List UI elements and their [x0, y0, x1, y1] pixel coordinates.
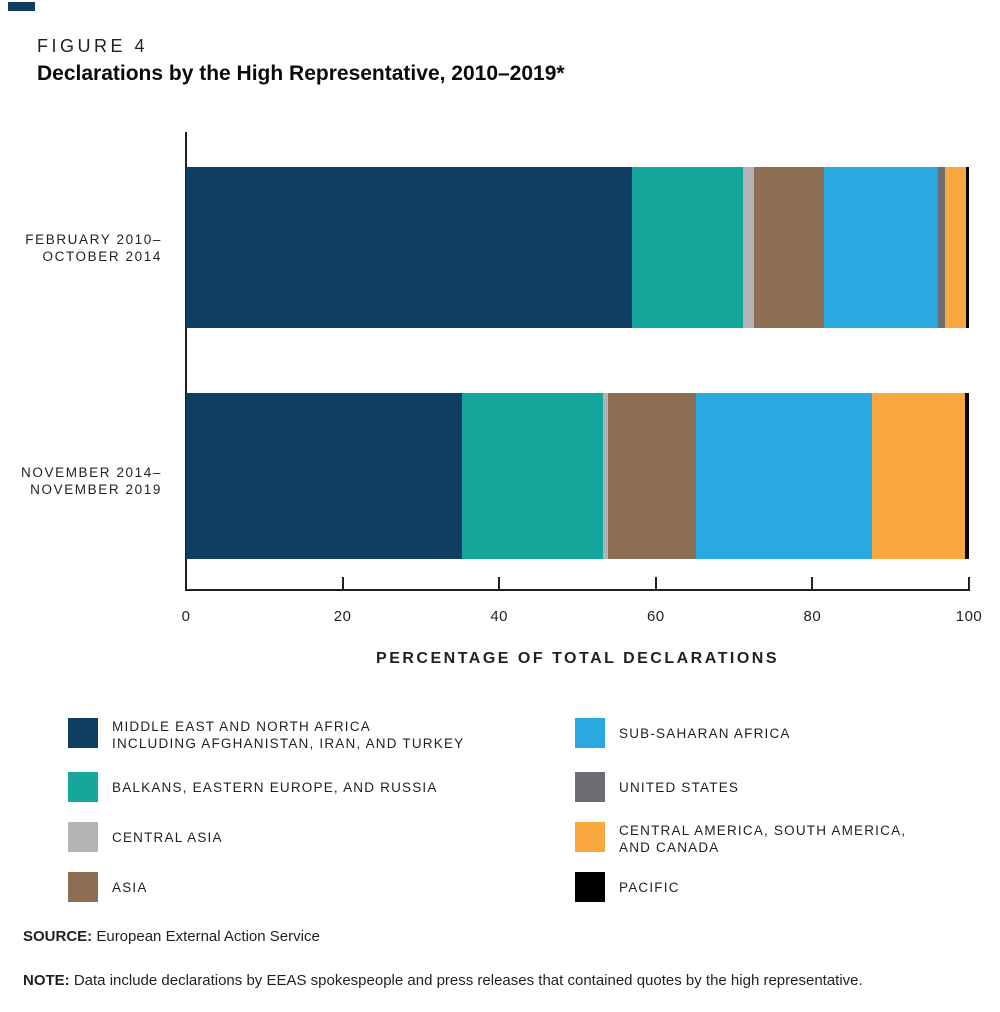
legend-label: ASIA — [112, 880, 148, 895]
bar-segment — [965, 393, 969, 559]
legend-label: SUB-SAHARAN AFRICA — [619, 726, 791, 741]
axis-tick — [811, 577, 814, 589]
tick-label: 20 — [333, 608, 352, 625]
legend-swatch — [68, 718, 98, 748]
category-label-line: OCTOBER 2014 — [42, 249, 162, 264]
note-text: Data include declarations by EEAS spokes… — [73, 972, 863, 989]
legend-column-left: MIDDLE EAST AND NORTH AFRICA INCLUDING AF… — [68, 718, 508, 908]
tick-label: 40 — [490, 608, 509, 625]
corner-artifact — [8, 2, 35, 11]
source-label: SOURCE: — [23, 928, 93, 945]
bar-segment — [608, 393, 696, 559]
bar-segment — [824, 167, 938, 328]
note-label: NOTE: — [23, 972, 70, 989]
x-axis-ticks — [186, 577, 970, 589]
legend-swatch — [575, 822, 605, 852]
y-axis-line — [185, 132, 187, 591]
legend-swatch — [68, 772, 98, 802]
category-label-feb2010-oct2014: FEBRUARY 2010– OCTOBER 2014 — [0, 231, 162, 265]
legend-swatch — [68, 872, 98, 902]
bar-segment — [945, 167, 966, 328]
legend-item: CENTRAL ASIA — [68, 822, 223, 852]
bar-segment — [632, 167, 743, 328]
legend-item: SUB-SAHARAN AFRICA — [575, 718, 791, 748]
category-label-line: NOVEMBER 2019 — [30, 482, 162, 497]
legend-label: CENTRAL AMERICA, SOUTH AMERICA, AND CANAD… — [619, 823, 907, 855]
legend-column-right: SUB-SAHARAN AFRICA UNITED STATES CENTRAL A… — [575, 718, 1000, 908]
legend-swatch — [68, 822, 98, 852]
figure-number: FIGURE 4 — [37, 36, 149, 56]
tick-label: 100 — [955, 608, 983, 625]
legend-label: PACIFIC — [619, 880, 680, 895]
bar-segment — [695, 393, 872, 559]
x-axis-title: PERCENTAGE OF TOTAL DECLARATIONS — [376, 650, 779, 667]
legend-label: BALKANS, EASTERN EUROPE, AND RUSSIA — [112, 780, 438, 795]
bar-row-nov2014-nov2019 — [186, 393, 969, 559]
legend-item: BALKANS, EASTERN EUROPE, AND RUSSIA — [68, 772, 438, 802]
bar-segment — [186, 393, 462, 559]
x-axis-line — [185, 589, 970, 591]
legend-label: MIDDLE EAST AND NORTH AFRICA INCLUDING AF… — [112, 719, 465, 751]
tick-label: 80 — [803, 608, 822, 625]
bar-segment — [937, 167, 946, 328]
category-label-line: FEBRUARY 2010– — [25, 232, 162, 247]
legend-item: PACIFIC — [575, 872, 680, 902]
bar-segment — [871, 393, 966, 559]
source-text: European External Action Service — [96, 928, 320, 945]
axis-tick — [341, 577, 344, 589]
category-label-line: NOVEMBER 2014– — [21, 465, 162, 480]
x-axis-tick-labels: 0 20 40 60 80 100 — [182, 608, 982, 628]
legend-swatch — [575, 872, 605, 902]
legend-label: CENTRAL ASIA — [112, 830, 223, 845]
legend-item: CENTRAL AMERICA, SOUTH AMERICA, AND CANAD… — [575, 822, 906, 856]
legend-item: UNITED STATES — [575, 772, 739, 802]
legend-swatch — [575, 718, 605, 748]
bar-segment — [603, 393, 609, 559]
axis-tick — [968, 577, 970, 589]
legend-item: ASIA — [68, 872, 148, 902]
tick-label: 60 — [646, 608, 665, 625]
source-line: SOURCE: European External Action Service — [23, 928, 320, 945]
bar-segment — [754, 167, 825, 328]
tick-label: 0 — [181, 608, 191, 625]
legend-swatch — [575, 772, 605, 802]
category-label-nov2014-nov2019: NOVEMBER 2014– NOVEMBER 2019 — [0, 464, 162, 498]
note-line: NOTE: Data include declarations by EEAS … — [23, 972, 973, 989]
bar-segment — [965, 167, 969, 328]
legend-label: UNITED STATES — [619, 780, 740, 795]
bar-segment — [186, 167, 633, 328]
bar-row-feb2010-oct2014 — [186, 167, 969, 328]
legend-item: MIDDLE EAST AND NORTH AFRICA INCLUDING AF… — [68, 718, 464, 752]
axis-tick — [498, 577, 501, 589]
figure-title: Declarations by the High Representative,… — [37, 62, 565, 85]
bar-segment — [742, 167, 755, 328]
axis-tick — [654, 577, 657, 589]
bar-segment — [461, 393, 604, 559]
